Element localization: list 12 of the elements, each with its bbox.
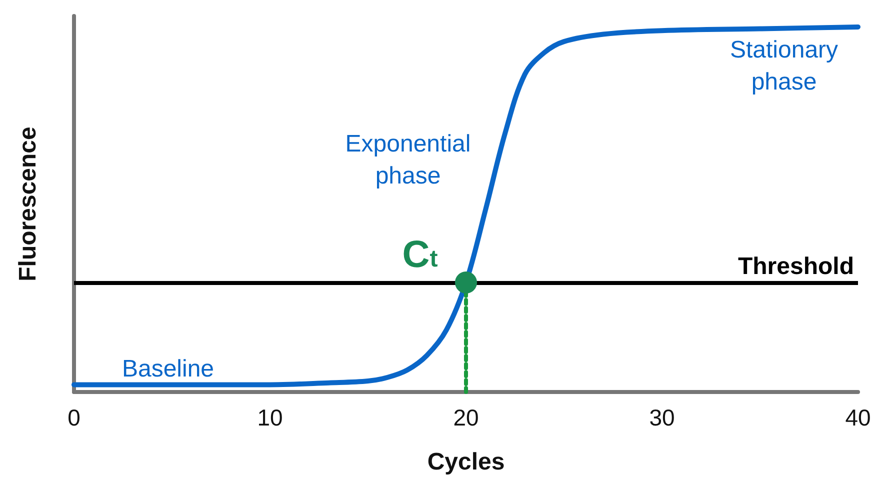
x-tick-label: 10 bbox=[257, 404, 283, 430]
annotation: Exponential phase bbox=[345, 130, 471, 190]
annotation: Ct bbox=[402, 234, 438, 276]
annotation: Baseline bbox=[122, 356, 214, 382]
ref-line-label: Threshold bbox=[738, 252, 854, 280]
x-axis-title: Cycles bbox=[427, 448, 505, 476]
x-tick-label: 20 bbox=[453, 404, 479, 430]
y-axis-title: Fluorescence bbox=[14, 126, 42, 282]
x-tick-label: 40 bbox=[845, 404, 871, 430]
x-tick-label: 0 bbox=[68, 404, 80, 430]
x-tick-label: 30 bbox=[649, 404, 675, 430]
annotation: Stationary phase bbox=[730, 36, 838, 96]
